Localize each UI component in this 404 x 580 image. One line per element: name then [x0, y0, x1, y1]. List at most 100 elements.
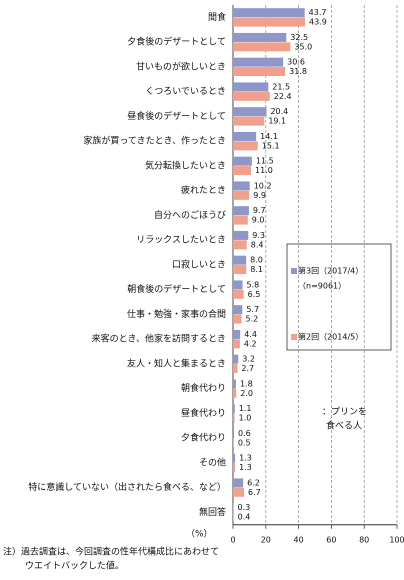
value-label: 0.5 [238, 438, 251, 447]
x-tick-label: 100 [389, 535, 404, 544]
bar [233, 206, 249, 216]
bar [233, 57, 284, 67]
legend-swatch [291, 334, 297, 340]
value-label: 4.4 [244, 330, 257, 339]
legend-label: 第2回（2014/5） [298, 332, 363, 342]
bar [233, 32, 287, 42]
legend-box [286, 243, 392, 351]
value-label: 5.8 [247, 280, 260, 289]
value-label: 8.4 [251, 240, 264, 249]
bar [233, 42, 291, 52]
bar [233, 512, 234, 522]
y-tick-label: 特に意識していない（出されたら食べる、など） [28, 481, 226, 493]
value-label: 11.5 [256, 157, 274, 166]
bar [233, 240, 247, 250]
legend-note: （n=9061） [298, 282, 346, 291]
bar [233, 404, 235, 414]
value-label: 19.1 [268, 117, 286, 126]
value-label: 15.1 [262, 141, 280, 150]
bar [233, 487, 244, 497]
bar [233, 329, 241, 339]
bar [233, 107, 267, 117]
y-tick-label: 昼食後のデザートとして [127, 110, 226, 122]
legend-label: 第3回（2017/4） [298, 266, 363, 276]
y-tick-label: 口寂しいとき [172, 258, 226, 270]
value-label: 31.8 [289, 67, 307, 76]
bar [233, 413, 235, 423]
bar [233, 156, 252, 166]
value-label: 3.2 [242, 355, 255, 364]
y-tick-label: 夕食後のデザートとして [127, 36, 226, 48]
value-label: 6.5 [248, 290, 261, 299]
bar [233, 339, 240, 349]
bar [233, 265, 247, 275]
y-tick-label: リラックスしたいとき [136, 235, 226, 246]
value-label: 14.1 [260, 132, 278, 141]
bar [233, 230, 249, 240]
value-label: 30.6 [287, 58, 305, 67]
value-label: 9.7 [253, 206, 266, 215]
value-label: 1.1 [239, 404, 252, 413]
x-tick-label: 40 [294, 535, 304, 544]
y-tick-label: 友人・知人と集まるとき [127, 357, 226, 369]
bar [233, 255, 247, 265]
annotation: 食べる人 [326, 420, 362, 432]
value-label: 4.2 [244, 339, 257, 348]
y-tick-label: 朝食後のデザートとして [127, 283, 226, 295]
bar [233, 215, 248, 225]
footnote: ウエイトバックした値。 [25, 560, 124, 572]
bar [233, 463, 236, 473]
bar [233, 379, 236, 389]
value-label: 21.5 [272, 82, 290, 91]
bar [233, 453, 236, 463]
y-tick-label: その他 [199, 456, 226, 468]
bar [233, 166, 252, 176]
y-tick-label: 疲れたとき [181, 184, 226, 196]
value-label: 1.3 [239, 463, 252, 472]
y-tick-label: 仕事・勉強・家事の合間 [127, 308, 226, 320]
bar [233, 388, 237, 398]
bar [233, 17, 305, 27]
bar [233, 131, 257, 141]
x-tick-label: 80 [359, 535, 369, 544]
value-label: 8.1 [250, 265, 263, 274]
value-label: 32.5 [290, 33, 308, 42]
value-label: 0.4 [238, 513, 251, 522]
value-label: 9.9 [253, 191, 266, 200]
value-label: 9.0 [252, 216, 265, 225]
bar [233, 438, 234, 448]
bar [233, 116, 265, 126]
bar [233, 91, 270, 101]
y-tick-label: 昼食代わり [181, 407, 226, 419]
value-label: 1.8 [240, 379, 253, 388]
bar [233, 314, 242, 324]
bar [233, 354, 239, 364]
value-label: 11.0 [255, 166, 273, 175]
value-label: 6.7 [248, 488, 261, 497]
y-tick-label: 無回答 [199, 506, 226, 518]
value-label: 9.3 [252, 231, 265, 240]
y-tick-label: 来客のとき、他家を訪問するとき [92, 333, 226, 345]
value-label: 6.2 [247, 478, 260, 487]
value-label: 20.4 [270, 107, 288, 116]
bar [233, 478, 244, 488]
y-tick-label: 夕食代わり [181, 432, 226, 444]
y-tick-label: 自分へのごほうび [154, 209, 226, 221]
value-label: 43.7 [309, 8, 327, 17]
value-label: 1.0 [239, 414, 252, 423]
bar [233, 141, 258, 151]
value-label: 35.0 [294, 42, 312, 51]
value-label: 0.3 [237, 503, 250, 512]
y-tick-label: 朝食代わり [181, 382, 226, 394]
value-label: 10.2 [254, 181, 272, 190]
legend-swatch [291, 268, 297, 274]
bar [233, 181, 250, 191]
value-label: 1.3 [239, 454, 252, 463]
unit-label: （%） [186, 529, 213, 540]
bar [233, 289, 244, 299]
value-label: 22.4 [274, 92, 292, 101]
footnote: 注）過去調査は、今回調査の性年代構成比にあわせて [3, 546, 219, 558]
value-label: 2.0 [240, 389, 253, 398]
bar [233, 67, 286, 77]
